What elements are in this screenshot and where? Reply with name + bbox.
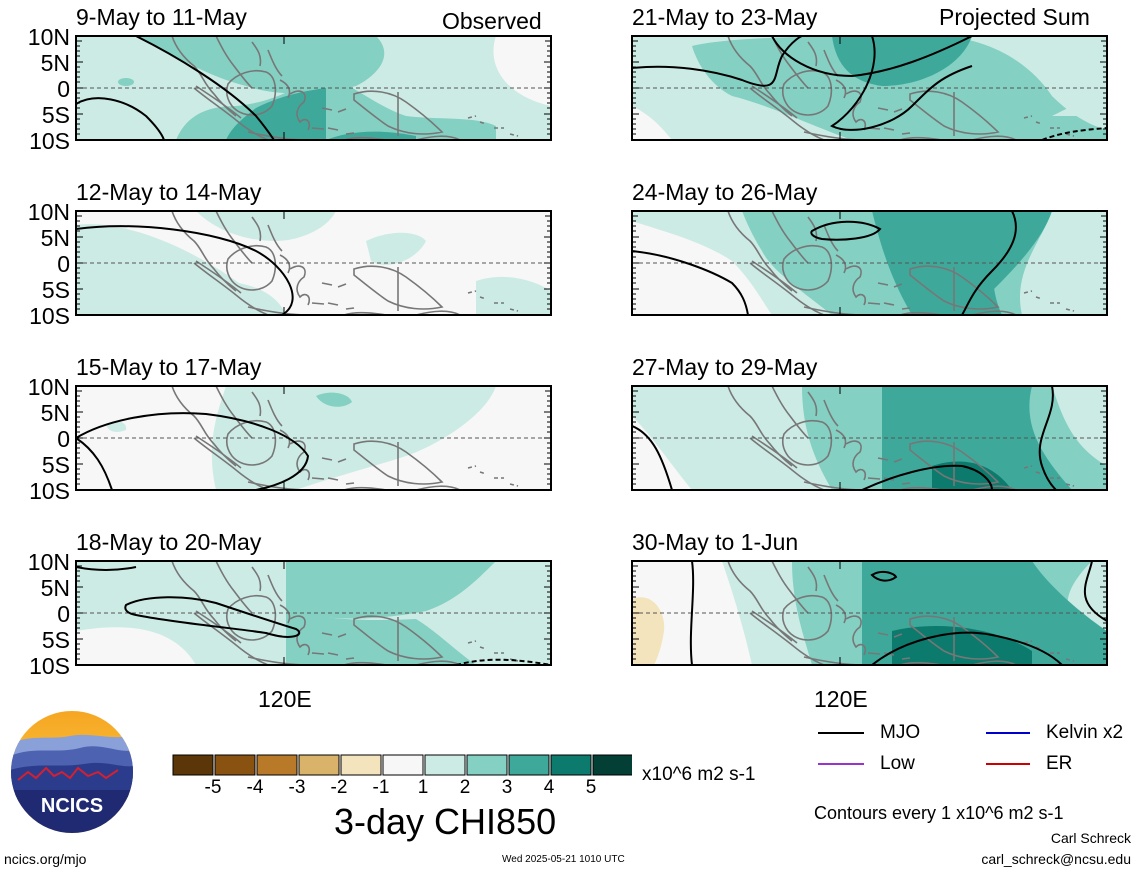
y-tick-r4-5n: 5N bbox=[40, 575, 70, 601]
panel-title-right-2: 24-May to 26-May bbox=[632, 179, 818, 205]
colorbar-swatch-2 bbox=[256, 754, 298, 776]
colorbar-title: 3-day CHI850 bbox=[334, 801, 557, 842]
cb-tick-3: -2 bbox=[330, 777, 348, 798]
y-tick-r2-0: 0 bbox=[57, 251, 70, 277]
map-panels bbox=[75, 35, 1108, 666]
cb-tick-0: -5 bbox=[204, 777, 222, 798]
ncics-logo: NCICS bbox=[11, 711, 133, 833]
colorbar-swatch-4 bbox=[340, 754, 382, 776]
x-tick-left: 120E bbox=[258, 686, 312, 712]
y-tick-r3-0: 0 bbox=[57, 426, 70, 452]
colorbar-swatch-7 bbox=[466, 754, 508, 776]
y-tick-r1-5s: 5S bbox=[41, 102, 70, 128]
colorbar-swatch-0 bbox=[172, 754, 214, 776]
panel-left-1 bbox=[75, 35, 552, 141]
cb-tick-6: 2 bbox=[459, 777, 471, 798]
legend-low-label: Low bbox=[880, 753, 915, 774]
cb-tick-2: -3 bbox=[288, 777, 306, 798]
legend-er-label: ER bbox=[1046, 753, 1073, 774]
colorbar-swatch-3 bbox=[298, 754, 340, 776]
panel-title-left-2: 12-May to 14-May bbox=[76, 179, 262, 205]
cb-tick-5: 1 bbox=[417, 777, 429, 798]
legend-er-line bbox=[986, 763, 1030, 765]
colorbar-swatch-1 bbox=[214, 754, 256, 776]
observed-label: Observed bbox=[442, 8, 542, 34]
footer-timestamp: Wed 2025-05-21 1010 UTC bbox=[502, 854, 625, 865]
y-tick-r1-5n: 5N bbox=[40, 50, 70, 76]
y-tick-r3-5s: 5S bbox=[41, 452, 70, 478]
colorbar bbox=[172, 754, 632, 776]
panel-left-3 bbox=[75, 385, 552, 491]
panel-title-right-4: 30-May to 1-Jun bbox=[632, 529, 799, 555]
y-tick-r4-5s: 5S bbox=[41, 627, 70, 653]
legend-kelvin-line bbox=[986, 732, 1030, 734]
y-tick-r2-10s: 10S bbox=[29, 303, 70, 329]
colorbar-swatch-5 bbox=[382, 754, 424, 776]
legend-kelvin-label: Kelvin x2 bbox=[1046, 722, 1124, 743]
colorbar-swatch-8 bbox=[508, 754, 550, 776]
colorbar-units: x10^6 m2 s-1 bbox=[642, 764, 756, 785]
y-tick-r1-10n: 10N bbox=[27, 24, 70, 50]
footer-email: carl_schreck@ncsu.edu bbox=[981, 851, 1131, 867]
cb-tick-1: -4 bbox=[246, 777, 264, 798]
panel-title-left-1: 9-May to 11-May bbox=[76, 4, 247, 30]
y-tick-r3-10s: 10S bbox=[29, 478, 70, 504]
y-tick-r4-10s: 10S bbox=[29, 653, 70, 679]
cb-tick-4: -1 bbox=[372, 777, 390, 798]
panel-title-right-1: 21-May to 23-May bbox=[632, 4, 818, 30]
panel-right-4 bbox=[631, 560, 1108, 666]
y-tick-r3-10n: 10N bbox=[27, 374, 70, 400]
colorbar-swatch-10 bbox=[592, 754, 632, 776]
contours-note: Contours every 1 x10^6 m2 s-1 bbox=[814, 803, 1064, 823]
y-tick-r2-10n: 10N bbox=[27, 199, 70, 225]
panel-right-2 bbox=[631, 210, 1108, 316]
panel-title-left-3: 15-May to 17-May bbox=[76, 354, 262, 380]
y-tick-r4-0: 0 bbox=[57, 601, 70, 627]
panel-left-2 bbox=[75, 210, 552, 316]
x-tick-right: 120E bbox=[814, 686, 868, 712]
y-tick-r1-10s: 10S bbox=[29, 128, 70, 154]
cb-tick-8: 4 bbox=[543, 777, 555, 798]
panel-right-1 bbox=[631, 35, 1108, 141]
logo-text: NCICS bbox=[41, 795, 103, 817]
y-tick-r3-5n: 5N bbox=[40, 400, 70, 426]
y-tick-r2-5s: 5S bbox=[41, 277, 70, 303]
cb-tick-9: 5 bbox=[585, 777, 597, 798]
legend-mjo-line bbox=[818, 732, 864, 734]
y-tick-r1-0: 0 bbox=[57, 76, 70, 102]
footer-author: Carl Schreck bbox=[1050, 830, 1131, 846]
panel-title-left-4: 18-May to 20-May bbox=[76, 529, 262, 555]
y-tick-r4-10n: 10N bbox=[27, 549, 70, 575]
legend-mjo-label: MJO bbox=[880, 722, 921, 743]
footer-url: ncics.org/mjo bbox=[4, 851, 87, 867]
panel-title-right-3: 27-May to 29-May bbox=[632, 354, 818, 380]
colorbar-swatch-6 bbox=[424, 754, 466, 776]
y-tick-r2-5n: 5N bbox=[40, 225, 70, 251]
cb-tick-7: 3 bbox=[501, 777, 513, 798]
legend-low-line bbox=[818, 763, 864, 765]
panel-right-3 bbox=[631, 385, 1108, 491]
colorbar-swatch-9 bbox=[550, 754, 592, 776]
projected-sum-label: Projected Sum bbox=[939, 4, 1090, 30]
panel-left-4 bbox=[75, 560, 552, 666]
